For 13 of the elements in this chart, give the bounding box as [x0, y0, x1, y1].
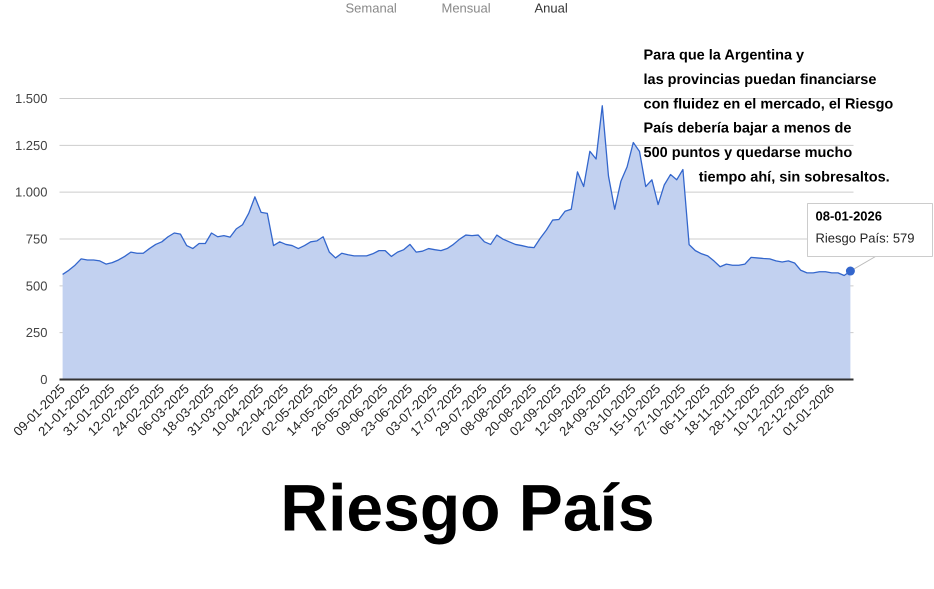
y-tick-label: 1.000 [14, 184, 48, 200]
text: Riesgo País [280, 470, 655, 544]
y-tick-label: 500 [26, 278, 48, 294]
text: Mensual [442, 0, 491, 16]
y-tick-label: 250 [26, 325, 48, 340]
y-tick-label: 750 [26, 232, 48, 246]
y-tick-label: 0 [40, 372, 48, 387]
y-tick-label: 1.250 [14, 138, 48, 153]
annotation: Para que la Argentina y las provincias puedan financiarse con fluidez en el mercado, el Riesgo País debería bajar a menos de 500 puntos y quedarse mucho tiempo ahí, sin sobresaltos. [644, 48, 894, 186]
text: Semanal [346, 0, 397, 16]
y-tick-label: 1.500 [14, 91, 48, 106]
text: Anual [534, 0, 568, 16]
annotation: 08-01-2026 Riesgo País: 579 [816, 208, 915, 246]
